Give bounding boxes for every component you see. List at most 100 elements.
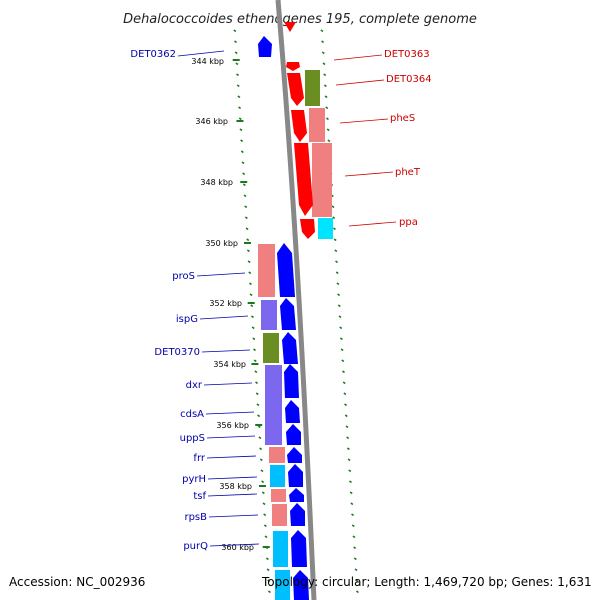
gene-label-pheS[interactable]: pheS	[390, 113, 415, 124]
gene-label-cdsA[interactable]: cdsA	[180, 409, 204, 420]
ring-dot	[259, 447, 263, 451]
ring-dot	[344, 414, 348, 418]
ring-dot	[262, 502, 266, 506]
gene-dxr[interactable]	[284, 364, 299, 398]
ring-dot	[234, 51, 238, 55]
gene-label-tsf[interactable]: tsf	[193, 491, 206, 502]
gene-top-forward[interactable]	[284, 22, 296, 32]
ring-dot	[257, 414, 261, 418]
ring-dot	[233, 29, 237, 33]
gene-DET0362[interactable]	[258, 36, 272, 57]
ring-dot	[249, 293, 253, 297]
cog-purQ	[273, 531, 288, 567]
gene-label-DET0363[interactable]: DET0363	[384, 49, 430, 60]
gene-label-dxr[interactable]: dxr	[186, 380, 203, 391]
ring-dot	[350, 502, 354, 506]
ring-dot	[259, 458, 263, 462]
ring-dot	[352, 535, 356, 539]
ring-dot	[326, 128, 330, 132]
gene-label-DET0364[interactable]: DET0364	[386, 74, 432, 85]
cog-dxr	[265, 365, 282, 445]
ring-dot	[325, 117, 329, 121]
ring-dot	[263, 524, 267, 528]
gene-uppS[interactable]	[286, 424, 301, 445]
ring-dot	[327, 139, 331, 143]
gene-label-proS[interactable]: proS	[172, 271, 195, 282]
cog-rpsB	[272, 504, 287, 526]
reverse-labels: DET0362 proS ispG DET0370 dxr cdsA uppS …	[130, 49, 260, 552]
gene-label-pheT[interactable]: pheT	[395, 167, 421, 178]
gene-ispG[interactable]	[280, 298, 296, 330]
ring-dot	[336, 282, 340, 286]
ring-dot	[323, 73, 327, 77]
ring-dot	[353, 546, 357, 550]
ring-dot	[251, 315, 254, 319]
gene-DET0363[interactable]	[286, 62, 300, 71]
ring-dot	[331, 205, 335, 209]
ring-dot	[343, 392, 347, 396]
ring-dot	[351, 513, 355, 517]
ring-dot	[261, 480, 265, 484]
ring-dot	[235, 62, 239, 66]
cog-tsf	[271, 489, 286, 502]
gene-pheS[interactable]	[291, 110, 307, 142]
ring-dot	[339, 326, 343, 330]
kbp-label: 358 kbp	[219, 482, 252, 491]
ring-dot	[266, 568, 270, 572]
gene-label-ppa[interactable]: ppa	[399, 217, 418, 228]
ring-dot	[238, 117, 242, 121]
gene-tsf[interactable]	[289, 488, 304, 502]
ring-dot	[265, 557, 269, 561]
gene-label-DET0370[interactable]: DET0370	[154, 347, 200, 358]
ring-dot	[338, 315, 342, 319]
ring-dot	[348, 469, 352, 473]
ring-dot	[355, 590, 359, 594]
cog-frr	[269, 447, 285, 463]
cog-pyrH	[270, 465, 285, 487]
kbp-label: 360 kbp	[221, 543, 254, 552]
ring-dot	[250, 304, 254, 308]
gene-purL[interactable]	[293, 570, 309, 600]
gene-label-purQ[interactable]: purQ	[183, 541, 208, 552]
kbp-label: 346 kbp	[195, 117, 228, 126]
cog-pheT	[312, 143, 332, 217]
ring-dot	[323, 84, 327, 88]
ring-dot	[341, 359, 345, 363]
gene-pheT[interactable]	[294, 143, 313, 216]
forward-strand	[284, 22, 333, 239]
gene-label-DET0362[interactable]: DET0362	[130, 49, 176, 60]
ring-dot	[254, 370, 258, 374]
gene-label-ispG[interactable]: ispG	[176, 314, 198, 325]
kbp-labels: 344 kbp 346 kbp 348 kbp 350 kbp 352 kbp …	[191, 57, 254, 552]
ring-dot	[321, 40, 325, 44]
ring-dot	[333, 238, 337, 242]
gene-cdsA[interactable]	[285, 400, 300, 423]
cog-purL	[275, 570, 290, 600]
kbp-label: 344 kbp	[191, 57, 224, 66]
ring-dot	[346, 447, 350, 451]
gene-DET0370[interactable]	[282, 332, 298, 364]
gene-proS[interactable]	[277, 243, 295, 297]
gene-label-rpsB[interactable]: rpsB	[184, 512, 207, 523]
ring-dot	[348, 480, 352, 484]
ring-dot	[321, 51, 325, 55]
gene-DET0364[interactable]	[287, 73, 304, 106]
gene-ppa[interactable]	[300, 219, 315, 239]
ring-dot	[241, 161, 245, 165]
ring-dot	[246, 238, 250, 242]
ring-dot	[248, 271, 252, 275]
gene-label-uppS[interactable]: uppS	[180, 433, 205, 444]
cog-DET0370	[263, 333, 279, 363]
ring-dot	[337, 293, 341, 297]
gene-label-pyrH[interactable]: pyrH	[182, 474, 206, 485]
gene-pyrH[interactable]	[288, 464, 303, 487]
forward-labels: DET0363 DET0364 pheS pheT ppa	[333, 49, 432, 228]
gene-frr[interactable]	[287, 447, 302, 463]
gene-rpsB[interactable]	[290, 503, 305, 526]
gene-label-frr[interactable]: frr	[193, 453, 205, 464]
ring-dot	[263, 513, 267, 517]
kbp-label: 356 kbp	[216, 421, 249, 430]
ring-dot	[245, 227, 249, 231]
gene-purQ[interactable]	[291, 530, 307, 567]
